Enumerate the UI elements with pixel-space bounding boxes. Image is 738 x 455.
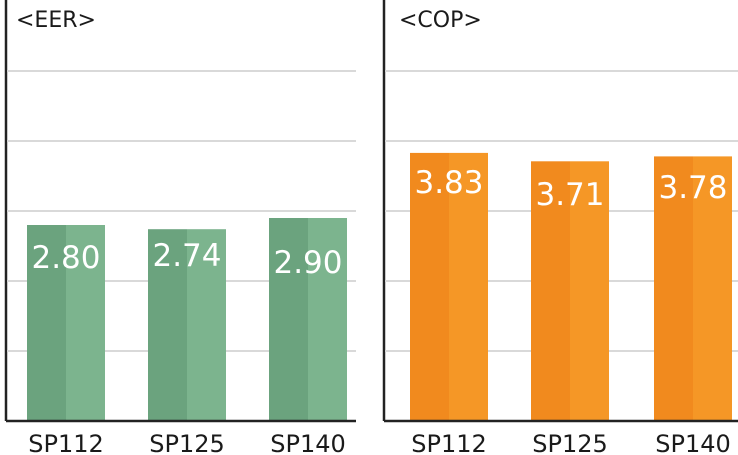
- eer-bar-shade-left: [27, 225, 66, 421]
- cop-bar-shade-right: [693, 156, 732, 421]
- eer-bar-shade-left: [269, 218, 308, 421]
- cop-bar-shade-left: [531, 161, 570, 422]
- eer-value-label: 2.80: [31, 240, 100, 276]
- cop-bar-shade-right: [570, 161, 609, 422]
- cop-chart-panel: <COP> SP112 SP125 SP140 3.83 3.71 3.78: [382, 0, 738, 455]
- eer-x-tick-label: SP112: [28, 430, 104, 455]
- eer-bar-shade-left: [148, 229, 187, 421]
- eer-bar-shade-right: [66, 225, 105, 421]
- eer-value-labels: 2.80 2.74 2.90: [31, 238, 342, 281]
- eer-chart-panel: <EER> SP112 SP125 SP140 2.80 2.74 2.90: [4, 0, 356, 455]
- cop-value-label: 3.83: [414, 165, 483, 201]
- eer-bar: [148, 229, 226, 421]
- cop-x-tick-label: SP112: [411, 430, 487, 455]
- eer-bars: [27, 218, 347, 421]
- eer-bar: [27, 225, 105, 421]
- cop-bar: [410, 152, 488, 421]
- eer-x-tick-labels: SP112 SP125 SP140: [28, 430, 346, 455]
- cop-bar: [654, 156, 732, 421]
- cop-x-tick-labels: SP112 SP125 SP140: [411, 430, 731, 455]
- eer-x-tick-label: SP140: [270, 430, 346, 455]
- cop-bar-shade-left: [410, 152, 449, 421]
- eer-bar-shade-right: [187, 229, 226, 421]
- cop-bar-shade-left: [654, 156, 693, 421]
- eer-bar: [269, 218, 347, 421]
- cop-x-tick-label: SP125: [532, 430, 608, 455]
- cop-x-tick-label: SP140: [655, 430, 731, 455]
- cop-value-labels: 3.83 3.71 3.78: [414, 165, 727, 213]
- eer-bar-shade-right: [308, 218, 347, 421]
- eer-value-label: 2.74: [152, 238, 221, 274]
- cop-value-label: 3.78: [658, 170, 727, 206]
- cop-bar: [531, 161, 609, 422]
- eer-value-label: 2.90: [273, 245, 342, 281]
- cop-chart-title: <COP>: [399, 8, 482, 33]
- cop-bars: [410, 152, 732, 422]
- cop-bar-shade-right: [449, 152, 488, 421]
- cop-value-label: 3.71: [535, 177, 604, 213]
- eer-x-tick-label: SP125: [149, 430, 225, 455]
- eer-chart-title: <EER>: [16, 8, 96, 33]
